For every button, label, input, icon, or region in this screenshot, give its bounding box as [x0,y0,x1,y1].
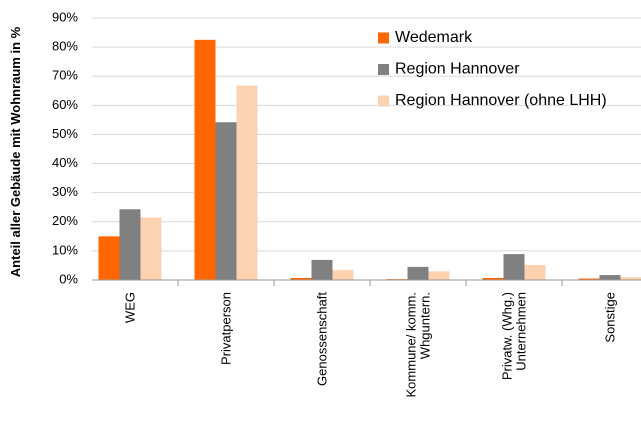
legend-swatch [378,64,389,75]
x-tick-label: Privatw. (Whg.)Unternehmen [499,292,528,380]
bar [236,85,258,280]
y-tick-label: 80% [52,39,78,54]
y-tick-label: 10% [52,242,78,257]
bar [503,254,525,280]
y-tick-label: 40% [52,155,78,170]
y-tick-label: 0% [59,271,78,286]
y-tick-label: 50% [52,126,78,141]
bar [578,278,600,280]
bar [524,264,546,280]
x-tick-label: Sonstige [603,292,618,343]
x-tick-label: Privatperson [219,292,234,365]
legend-label: Region Hannover (ohne LHH) [395,92,607,109]
bar [194,39,216,281]
y-tick-label: 30% [52,184,78,199]
legend-label: Wedemark [395,29,473,46]
y-tick-label: 90% [52,9,78,24]
bar [620,277,641,280]
legend-swatch [378,95,389,107]
y-tick-label: 70% [52,68,78,83]
bar [98,236,120,280]
y-axis-label: Anteil aller Gebäude mit Wohnraum in % [8,26,23,277]
bar [332,270,354,280]
bar [407,266,429,280]
bar [428,271,450,280]
x-tick-label: Genossenschaft [315,292,330,386]
bar [311,259,333,280]
x-tick-label: Kommune/ komm.Whguntern. [403,292,432,397]
x-tick-label: WEG [123,292,138,323]
legend-label: Region Hannover [395,61,520,78]
legend-swatch [378,32,389,44]
bar [215,122,237,281]
bar [140,217,162,280]
y-tick-label: 60% [52,97,78,112]
bar [482,277,504,280]
y-tick-label: 20% [52,213,78,228]
bar [599,275,621,280]
bar [290,277,312,280]
bar [119,209,141,280]
